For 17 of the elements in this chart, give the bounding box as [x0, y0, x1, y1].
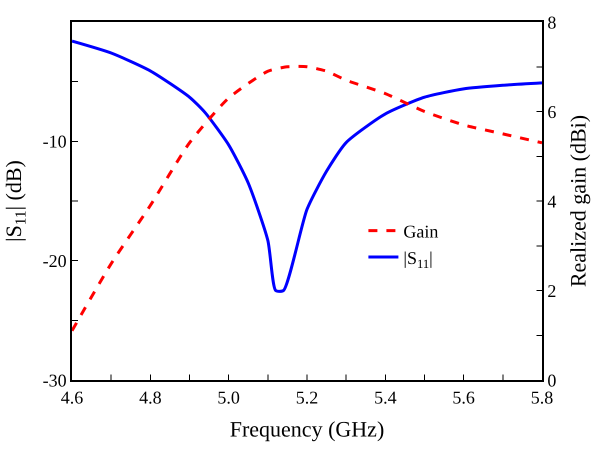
y2-tick-label: 2 [547, 280, 556, 301]
y-tick-label: -10 [42, 132, 67, 152]
line-series [72, 40, 542, 293]
legend-label: |S$_{11}$| [403, 248, 433, 271]
x-tick-label: 5.4 [374, 387, 397, 408]
y2-tick-label: 8 [547, 12, 556, 32]
x-tick-label: 5.6 [452, 387, 475, 408]
y2-axis-title: Realized gain (dBi) [566, 114, 591, 288]
legend-label: Gain [403, 222, 438, 242]
x-tick-label: 4.8 [139, 387, 162, 408]
x-axis-title: Frequency (GHz) [230, 416, 384, 442]
y2-tick-label: 6 [547, 102, 556, 122]
x-tick-label: 5.2 [296, 387, 318, 408]
y-tick-label: -20 [42, 250, 67, 271]
x-tick-label: 5.0 [217, 387, 240, 408]
line-series [72, 64, 542, 332]
y2-tick-label: 4 [547, 191, 556, 212]
